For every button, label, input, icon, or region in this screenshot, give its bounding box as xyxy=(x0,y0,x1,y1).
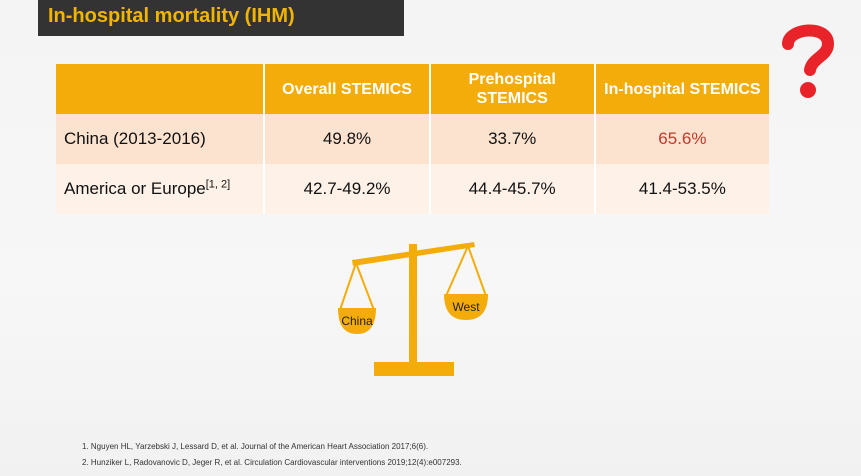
table-header-blank xyxy=(56,64,266,114)
table-cell: 49.8% xyxy=(265,114,431,164)
scale-pan-right xyxy=(444,294,488,320)
table-header-inhospital: In-hospital STEMICS xyxy=(595,64,769,114)
slide-title: In-hospital mortality (IHM) xyxy=(38,0,404,36)
scale-post xyxy=(409,244,417,362)
table-row: China (2013-2016) 49.8% 33.7% 65.6% xyxy=(56,114,769,164)
scale-base xyxy=(374,362,454,376)
table-cell: 41.4-53.5% xyxy=(595,164,769,214)
table-cell: 33.7% xyxy=(430,114,596,164)
row-label-text: America or Europe xyxy=(64,179,206,198)
row-label-west: America or Europe[1, 2] xyxy=(56,164,266,214)
scale-label-left: China xyxy=(341,314,373,328)
table-header-overall: Overall STEMICS xyxy=(265,64,431,114)
scale-pan-left xyxy=(338,308,376,334)
mortality-table: Overall STEMICS Prehospital STEMICS In-h… xyxy=(56,64,769,214)
balance-scale-icon: China West xyxy=(338,242,488,376)
row-label-text: China (2013-2016) xyxy=(64,129,206,148)
citation-superscript: [1, 2] xyxy=(205,178,231,191)
table-cell: 42.7-49.2% xyxy=(265,164,431,214)
references: 1. Nguyen HL, Yarzebski J, Lessard D, et… xyxy=(82,442,462,474)
question-mark-icon xyxy=(782,24,835,98)
scale-label-right: West xyxy=(452,300,480,314)
table-cell-highlight: 65.6% xyxy=(595,114,769,164)
table-cell: 44.4-45.7% xyxy=(430,164,596,214)
table-header-prehospital: Prehospital STEMICS xyxy=(430,64,596,114)
row-label-china: China (2013-2016) xyxy=(56,114,266,164)
reference-item: 2. Hunziker L, Radovanovic D, Jeger R, e… xyxy=(82,458,462,467)
scale-beam xyxy=(352,242,475,266)
table-header-row: Overall STEMICS Prehospital STEMICS In-h… xyxy=(56,64,769,114)
table-row: America or Europe[1, 2] 42.7-49.2% 44.4-… xyxy=(56,164,769,214)
reference-item: 1. Nguyen HL, Yarzebski J, Lessard D, et… xyxy=(82,442,429,451)
